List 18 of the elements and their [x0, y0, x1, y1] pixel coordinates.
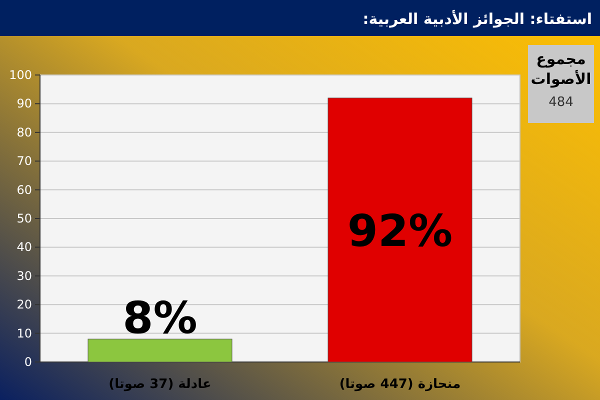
- ytick: 60: [16, 182, 32, 197]
- ytick: 70: [16, 154, 32, 168]
- ytick: 50: [16, 212, 32, 226]
- xtick: منحازة (447 صوتا): [339, 377, 461, 392]
- annotation: 484: [548, 95, 574, 110]
- ytick: 20: [16, 298, 32, 312]
- ytick: 40: [16, 240, 32, 254]
- ytick: 90: [16, 96, 32, 111]
- value-label: 92%: [347, 206, 453, 257]
- ytick: 10: [16, 326, 32, 340]
- title: استفتاء: الجوائز الأدبية العربية:: [362, 10, 592, 28]
- ytick: 100: [9, 68, 32, 82]
- value-label: 8%: [122, 293, 198, 344]
- ytick: 80: [16, 125, 32, 140]
- ytick: 30: [16, 268, 32, 283]
- xtick: عادلة (37 صوتا): [108, 377, 212, 392]
- annotation: مجموع الأصوات: [530, 50, 592, 88]
- ytick: 0: [24, 355, 32, 369]
